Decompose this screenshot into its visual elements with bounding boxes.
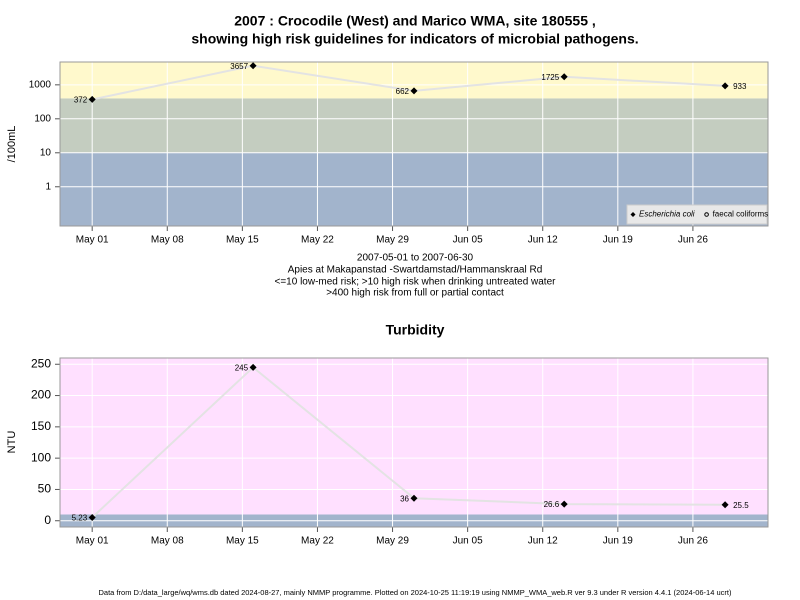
y-tick-label: 1: [45, 181, 51, 192]
chart-title: showing high risk guidelines for indicat…: [191, 31, 638, 47]
risk-band: [60, 98, 768, 153]
x-tick-label: Jun 19: [603, 536, 633, 547]
legend-marker: [704, 212, 709, 217]
value-label: 245: [235, 363, 249, 372]
x-tick-label: May 15: [226, 235, 259, 246]
y-tick-label: 200: [31, 388, 51, 402]
value-label: 372: [74, 96, 88, 105]
legend-marker: [630, 212, 636, 217]
legend-box: [626, 204, 768, 225]
x-tick-label: Jun 05: [453, 536, 483, 547]
value-label: 26.6: [544, 500, 560, 509]
x-tick-label: Jun 26: [678, 536, 708, 547]
plot-frame: [59, 61, 769, 227]
y-tick-label: 100: [34, 113, 51, 124]
chart-note: >400 high risk from full or partial cont…: [326, 288, 504, 299]
chart-title: Turbidity: [386, 322, 445, 338]
x-tick-label: Jun 12: [528, 235, 558, 246]
y-tick-label: 100: [31, 450, 51, 464]
y-axis-label: /100mL: [6, 126, 18, 163]
x-tick-label: Jun 26: [678, 235, 708, 246]
data-point: [410, 87, 418, 95]
value-label: 933: [733, 82, 747, 91]
legend-label: Escherichia coli: [639, 210, 695, 219]
panel: 1 10 100 1000 May 01 May 08 May 15 May 22 May 29…: [29, 61, 769, 246]
value-label: 662: [396, 87, 410, 96]
y-tick-label: 150: [31, 419, 51, 433]
data-point: [88, 95, 96, 103]
x-tick-label: May 15: [226, 536, 259, 547]
y-tick-label: 1000: [29, 79, 52, 90]
risk-band: [60, 358, 768, 515]
x-tick-label: May 01: [76, 536, 109, 547]
panel: 0 50 100 150 200 250 May 01 May 08 May 15 May 22 M…: [31, 356, 769, 547]
plot-frame: [59, 357, 769, 528]
x-tick-label: May 22: [301, 536, 334, 547]
x-tick-label: May 29: [376, 536, 409, 547]
value-label: 5.23: [72, 514, 88, 523]
x-tick-label: Jun 05: [453, 235, 483, 246]
data-point: [721, 82, 729, 90]
x-tick-label: Jun 19: [603, 235, 633, 246]
data-point: [249, 62, 257, 70]
data-point: [88, 513, 96, 521]
footer: Data from D:/data_large/wq/wms.db dated …: [99, 588, 732, 597]
x-tick-label: Jun 12: [528, 536, 558, 547]
data-point: [560, 73, 568, 81]
data-point: [249, 363, 257, 371]
chart-note: Apies at Makapanstad -Swartdamstad/Hamma…: [288, 265, 543, 276]
value-label: 1725: [541, 73, 559, 82]
chart-note: <=10 low-med risk; >10 high risk when dr…: [275, 277, 557, 288]
chart-note: 2007-05-01 to 2007-06-30: [357, 253, 474, 264]
value-label: 25.5: [733, 501, 749, 510]
y-tick-label: 250: [31, 356, 51, 370]
y-axis-label: NTU: [6, 431, 18, 454]
data-point: [410, 494, 418, 502]
data-point: [721, 501, 729, 509]
x-tick-label: May 01: [76, 235, 109, 246]
x-tick-label: May 08: [151, 536, 184, 547]
value-label: 36: [400, 494, 409, 503]
x-tick-label: May 22: [301, 235, 334, 246]
value-label: 3657: [230, 62, 248, 71]
x-tick-label: May 08: [151, 235, 184, 246]
y-tick-label: 50: [38, 482, 52, 496]
data-point: [560, 500, 568, 508]
x-tick-label: May 29: [376, 235, 409, 246]
y-tick-label: 0: [44, 513, 51, 527]
chart-title: 2007 : Crocodile (West) and Marico WMA, …: [234, 13, 596, 29]
legend-label: faecal coliforms: [713, 210, 769, 219]
y-tick-label: 10: [40, 147, 52, 158]
